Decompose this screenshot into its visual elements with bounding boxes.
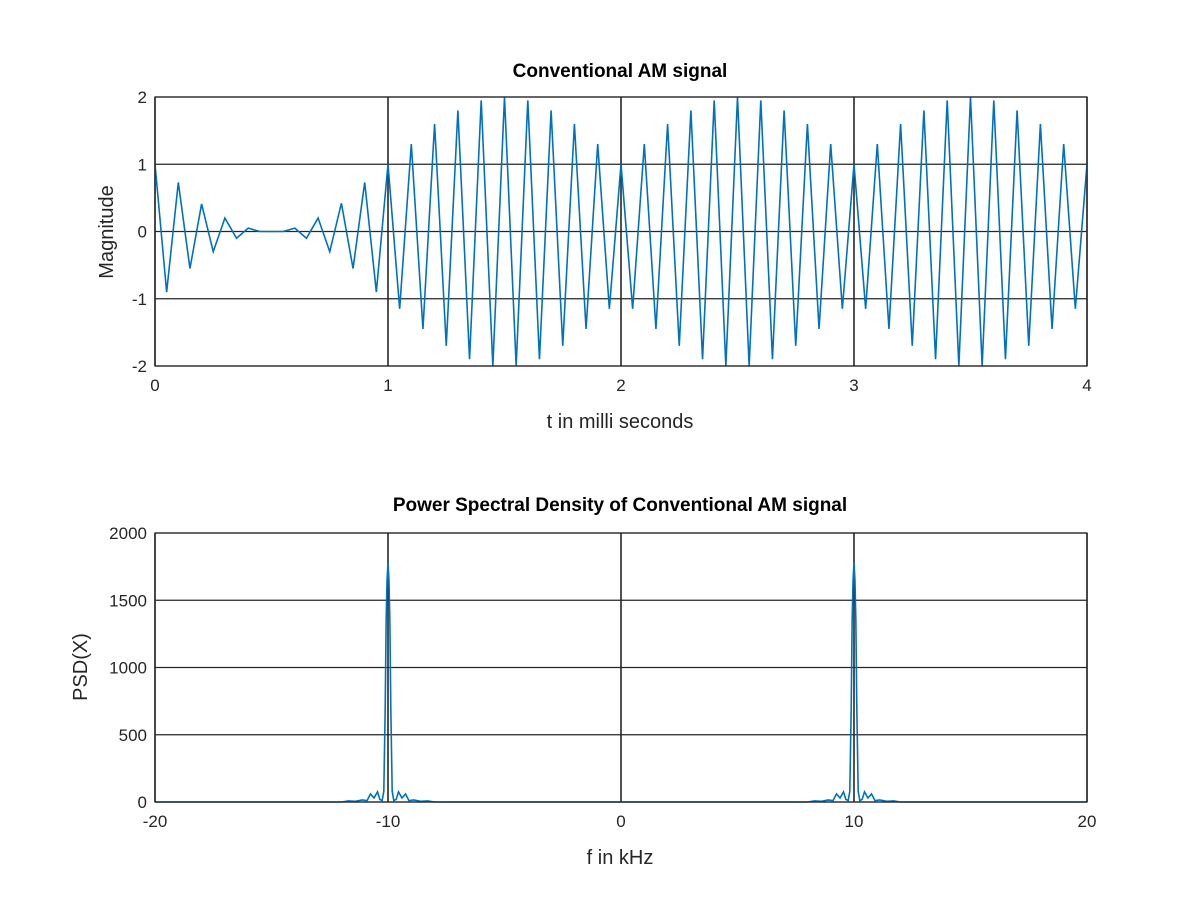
x-axis-label: t in milli seconds xyxy=(547,411,694,433)
x-tick-label: 1 xyxy=(383,376,392,395)
y-tick-label: 2000 xyxy=(109,524,147,543)
x-tick-label: 0 xyxy=(150,376,159,395)
x-tick-label: 2 xyxy=(616,376,625,395)
axes-box xyxy=(154,96,1088,367)
x-axis-label: f in kHz xyxy=(587,847,654,869)
chart-title: Conventional AM signal xyxy=(513,61,728,82)
y-tick-label: -2 xyxy=(132,357,147,376)
y-tick-label: 2 xyxy=(138,88,147,107)
x-tick-label: 20 xyxy=(1078,812,1097,831)
x-tick-label: 0 xyxy=(616,812,625,831)
y-tick-label: 1000 xyxy=(109,659,147,678)
y-tick-label: 0 xyxy=(138,223,147,242)
y-axis-label: PSD(X) xyxy=(70,633,92,701)
y-tick-label: 500 xyxy=(119,726,147,745)
axes-box xyxy=(154,532,1088,803)
series-line xyxy=(154,96,1088,367)
y-tick-label: 1500 xyxy=(109,591,147,610)
chart-title: Power Spectral Density of Conventional A… xyxy=(393,495,847,516)
y-tick-label: -1 xyxy=(132,290,147,309)
x-tick-label: 10 xyxy=(845,812,864,831)
x-tick-label: 4 xyxy=(1082,376,1091,395)
axes-psd: Power Spectral Density of Conventional A… xyxy=(70,495,1096,869)
x-tick-label: -10 xyxy=(376,812,401,831)
axes-am-signal: Conventional AM signal t in milli second… xyxy=(96,61,1092,433)
x-tick-label: 3 xyxy=(849,376,858,395)
y-axis-label: Magnitude xyxy=(96,185,118,278)
y-tick-label: 1 xyxy=(138,155,147,174)
y-tick-label: 0 xyxy=(138,793,147,812)
x-tick-label: -20 xyxy=(143,812,168,831)
